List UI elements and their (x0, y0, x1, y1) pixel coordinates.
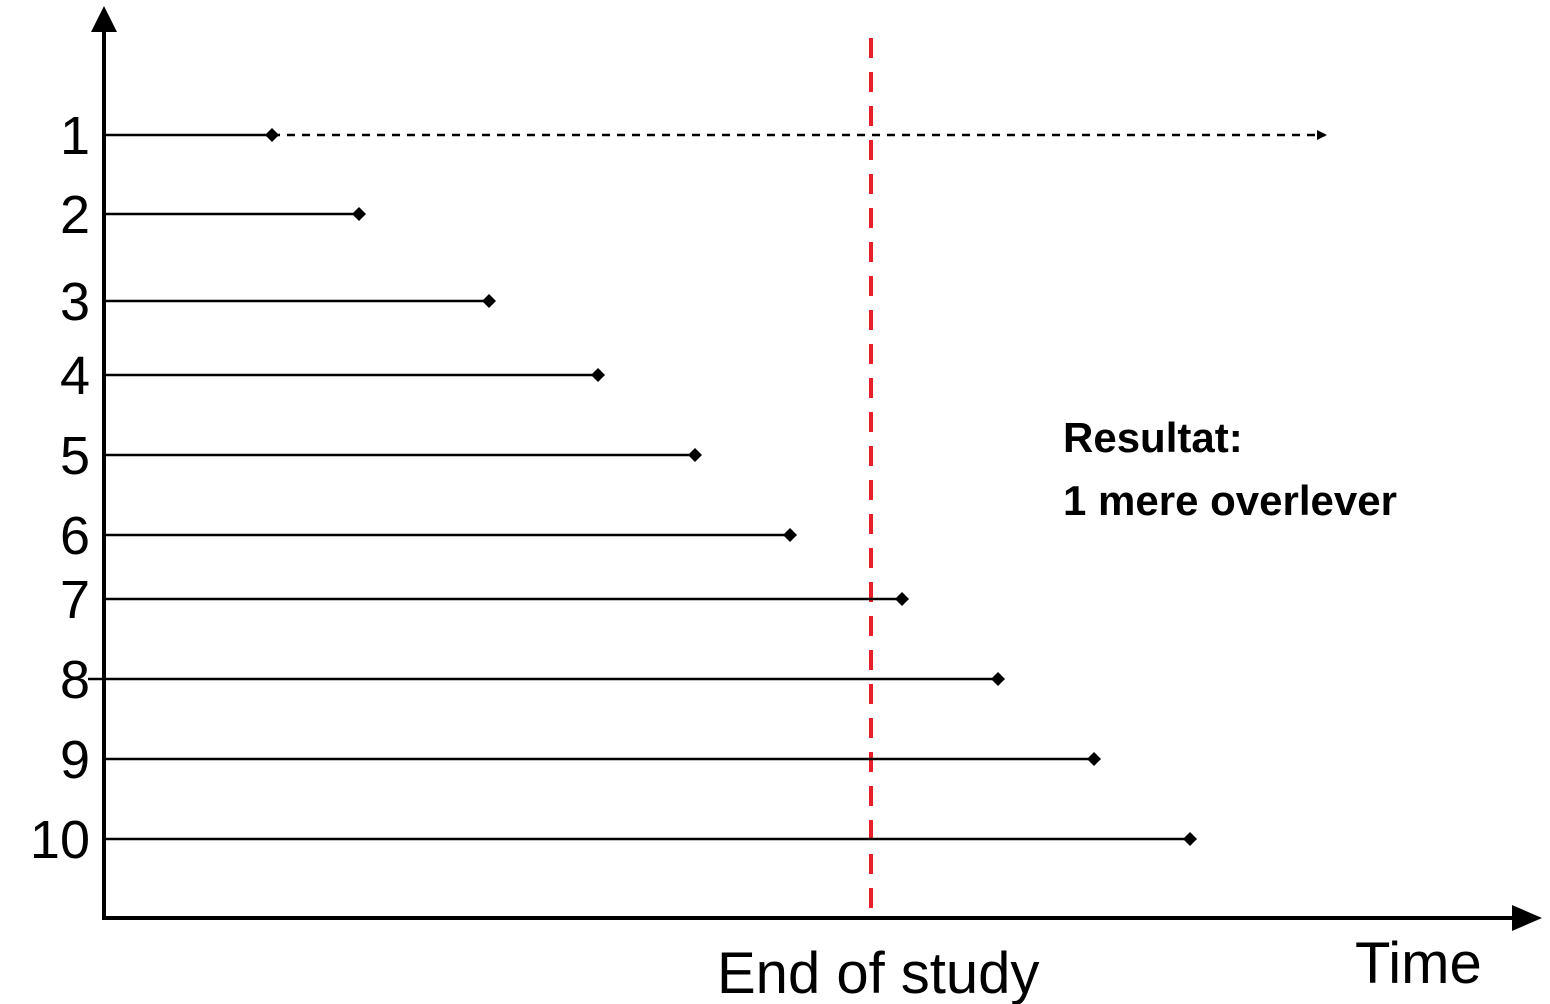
study-end-label: End of study (717, 941, 1039, 1004)
subject-label-10: 10 (30, 810, 90, 870)
subject-9-event-marker (1087, 752, 1101, 766)
subject-label-5: 5 (60, 426, 90, 486)
subject-label-2: 2 (60, 185, 90, 245)
subject-label-9: 9 (60, 730, 90, 790)
subject-label-7: 7 (60, 570, 90, 630)
x-axis-arrowhead-icon (1512, 905, 1542, 931)
subject-label-8: 8 (60, 650, 90, 710)
result-text: 1 mere overlever (1063, 477, 1397, 524)
subject-timelines (88, 128, 1327, 846)
subject-3-event-marker (482, 294, 496, 308)
subject-5-event-marker (688, 448, 702, 462)
subject-labels: 1 2 3 4 5 67 8 9 10 (30, 106, 90, 870)
subject-6-event-marker (783, 528, 797, 542)
subject-label-6: 6 (60, 506, 90, 566)
subject-7-event-marker (895, 592, 909, 606)
result-title: Resultat: (1063, 414, 1243, 461)
subject-2-event-marker (352, 207, 366, 221)
x-axis-label: Time (1355, 931, 1482, 996)
subject-label-3: 3 (60, 272, 90, 332)
subject-label-4: 4 (60, 346, 90, 406)
subject-1-event-marker (265, 128, 279, 142)
subject-4-event-marker (591, 368, 605, 382)
subject-8-event-marker (991, 672, 1005, 686)
subject-10-event-marker (1183, 832, 1197, 846)
subject-label-1: 1 (60, 106, 90, 166)
y-axis-arrowhead-icon (91, 6, 117, 32)
